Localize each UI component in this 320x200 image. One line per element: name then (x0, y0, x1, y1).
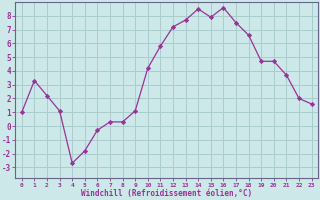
X-axis label: Windchill (Refroidissement éolien,°C): Windchill (Refroidissement éolien,°C) (81, 189, 252, 198)
